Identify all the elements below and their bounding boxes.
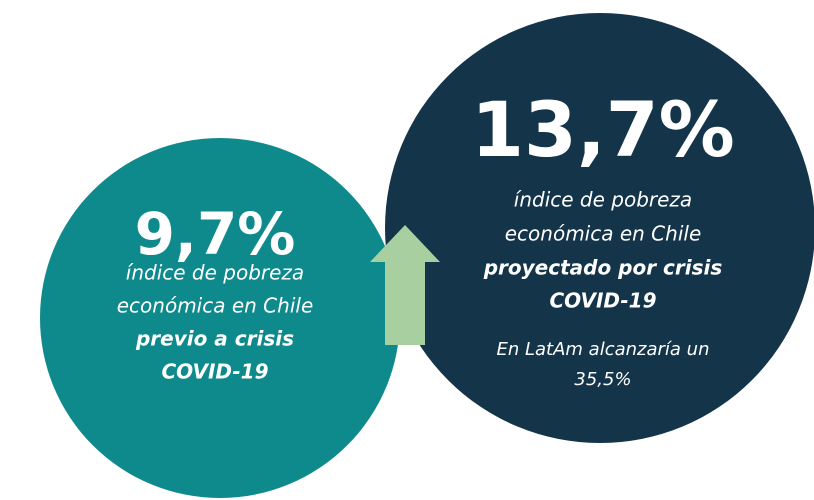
note: En LatAm alcanzaría un (496, 339, 709, 360)
headline: 13,7% (471, 85, 735, 174)
headline: 9,7% (135, 200, 296, 268)
emphasis: COVID-19 (162, 360, 269, 384)
up-arrow (370, 225, 440, 345)
teal-circle (40, 138, 400, 498)
emphasis: proyectado por crisis (483, 256, 723, 280)
description: índice de pobreza (514, 188, 692, 212)
description: económica en Chile (505, 222, 702, 246)
note: 35,5% (574, 369, 631, 390)
description: índice de pobreza (126, 261, 304, 285)
emphasis: previo a crisis (135, 327, 294, 351)
dark-circle (385, 13, 814, 443)
emphasis: COVID-19 (550, 289, 657, 313)
description: económica en Chile (117, 294, 314, 318)
